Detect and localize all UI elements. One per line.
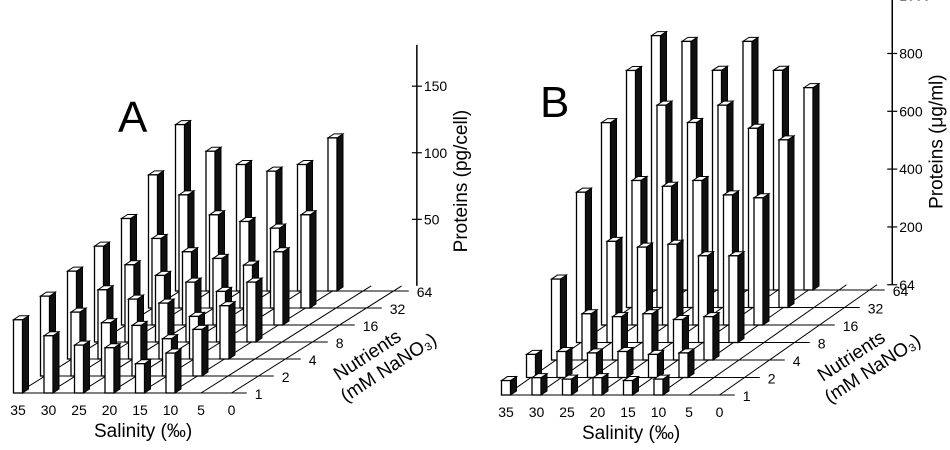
bar-s10-n2 (191, 324, 210, 377)
z-tick-label: 2 (768, 371, 776, 387)
panel-letter: B (540, 78, 569, 127)
bar-s20-n2 (616, 346, 635, 379)
z-tick-label: 8 (336, 335, 344, 351)
y-tick-label: 600 (899, 103, 923, 119)
bar-s35-n4 (549, 274, 569, 361)
z-axis-title: Nutrients(mM NaNO₃) (814, 327, 925, 408)
bar-s10-n4 (702, 311, 721, 361)
y-tick-label: 200 (899, 219, 923, 235)
bar-s10-n16 (272, 246, 291, 326)
bar-s25-n1 (560, 374, 580, 396)
y-tick-label: 800 (899, 45, 923, 61)
bar-s30-n1 (42, 330, 61, 394)
z-tick-label: 4 (793, 353, 801, 369)
bar-s10-n64 (326, 132, 345, 292)
bar-s10-n32 (777, 134, 796, 309)
panel-b: 642004006008001000Proteins (μg/ml)353025… (498, 0, 947, 444)
bar-s10-n64 (802, 82, 821, 291)
bar-s10-n16 (752, 192, 771, 326)
bar-s15-n1 (133, 358, 153, 394)
bar-s20-n1 (103, 342, 122, 394)
grid-line-salinity-0 (231, 285, 402, 394)
bar-s10-n4 (218, 300, 237, 360)
z-tick-label: 32 (390, 301, 406, 317)
bar-s35-n2 (524, 349, 544, 379)
bar-s15-n2 (646, 349, 666, 379)
bar-s10-n1 (652, 374, 671, 396)
bars (11, 119, 345, 394)
bar-s25-n4 (610, 311, 630, 361)
y-tick-label: 1000 (899, 0, 930, 4)
z-tick-label: 32 (868, 301, 884, 317)
x-tick-label: 35 (498, 404, 514, 420)
bar-s30-n4 (580, 308, 599, 361)
z-tick-label: 2 (282, 369, 290, 385)
bar-s10-n8 (245, 277, 264, 343)
z-tick-label: 8 (818, 336, 826, 352)
x-tick-label: 20 (590, 404, 606, 420)
x-axis-title: Salinity (‰) (94, 421, 192, 442)
y-tick-label: 50 (424, 211, 440, 227)
z-tick-label: 64 (893, 283, 909, 299)
bar-s35-n8 (574, 187, 594, 344)
bar-s10-n2 (677, 347, 696, 379)
x-tick-label: 0 (228, 402, 236, 418)
x-tick-label: 15 (620, 404, 636, 420)
y-tick-label: 64 (899, 277, 915, 293)
x-axis-title: Salinity (‰) (582, 423, 680, 444)
grid-line-salinity-5 (688, 284, 847, 396)
y-axis-title: Proteins (μg/ml) (926, 74, 947, 208)
bar-s30-n2 (555, 346, 574, 379)
x-tick-label: 15 (132, 402, 148, 418)
y-tick-label: 150 (424, 78, 448, 94)
x-tick-label: 5 (197, 402, 205, 418)
x-tick-label: 20 (102, 402, 118, 418)
grid-line-salinity-5 (200, 285, 372, 394)
x-tick-label: 30 (529, 404, 545, 420)
y-axis-title: Proteins (pg/cell) (451, 110, 472, 253)
z-tick-label: 1 (743, 388, 751, 404)
y-tick-label: 100 (424, 145, 448, 161)
x-tick-label: 35 (10, 402, 26, 418)
bar-s10-n32 (299, 209, 318, 309)
bar-s25-n2 (585, 347, 605, 379)
x-tick-label: 0 (716, 404, 724, 420)
bar-s35-n1 (11, 314, 31, 394)
z-tick-label: 16 (843, 318, 859, 334)
x-tick-label: 5 (685, 404, 693, 420)
bars (499, 30, 821, 396)
z-tick-label: 64 (417, 284, 433, 300)
bar-s10-n1 (164, 348, 183, 394)
x-tick-label: 10 (651, 404, 667, 420)
bar-s20-n1 (591, 372, 610, 396)
bar-s15-n1 (621, 375, 641, 396)
z-tick-label: 16 (363, 318, 379, 334)
bar-s10-n8 (727, 250, 746, 344)
grid-line-salinity-0 (719, 284, 878, 396)
x-tick-label: 30 (41, 402, 57, 418)
z-tick-label: 1 (255, 386, 263, 402)
x-tick-label: 25 (559, 404, 575, 420)
bar-s25-n1 (72, 340, 92, 394)
panel-letter: A (118, 93, 148, 142)
bar-s35-n1 (499, 375, 519, 396)
z-tick-label: 4 (309, 352, 317, 368)
bar-s30-n1 (530, 372, 549, 396)
x-tick-label: 10 (163, 402, 179, 418)
y-tick-label: 400 (899, 161, 923, 177)
x-tick-label: 25 (71, 402, 87, 418)
